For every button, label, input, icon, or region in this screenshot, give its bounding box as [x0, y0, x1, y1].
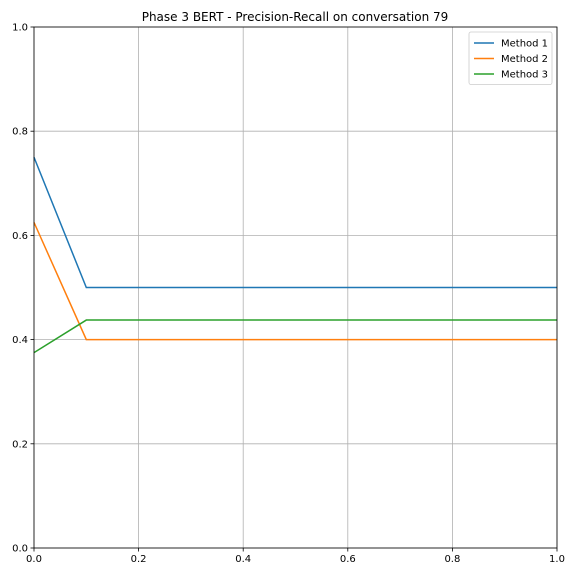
- y-tick-label: 1.0: [12, 23, 28, 34]
- series-line-method-2: [33, 222, 557, 341]
- x-tick-label: 1.0: [549, 554, 565, 565]
- series-line-method-1: [33, 156, 557, 289]
- legend-label-method-2: Method 2: [501, 54, 548, 65]
- series-line-method-3: [33, 319, 557, 354]
- plot-lines: [33, 156, 557, 354]
- x-tick-label: 0.8: [444, 554, 460, 565]
- x-tick-label: 0.0: [26, 554, 42, 565]
- legend-label-method-3: Method 3: [501, 70, 548, 81]
- y-tick-label: 0.2: [12, 439, 28, 450]
- y-tick-label: 0.6: [12, 231, 28, 242]
- x-tick-label: 0.6: [340, 554, 356, 565]
- chart-title: Phase 3 BERT - Precision-Recall on conve…: [142, 10, 449, 24]
- axis-ticks: 0.0 0.2 0.4 0.6 0.8 1.0 0.0 0.2 0.4 0.6 0.8 1.0: [12, 23, 565, 566]
- x-tick-label: 0.4: [235, 554, 251, 565]
- y-tick-label: 0.4: [12, 335, 28, 346]
- legend-box: [468, 31, 553, 85]
- legend-label-method-1: Method 1: [501, 39, 548, 50]
- axes-frame: [33, 26, 558, 549]
- x-tick-label: 0.2: [131, 554, 147, 565]
- y-tick-label: 0.0: [12, 544, 28, 555]
- legend: Method 1 Method 2 Method 3: [468, 31, 553, 85]
- y-tick-label: 0.8: [12, 127, 28, 138]
